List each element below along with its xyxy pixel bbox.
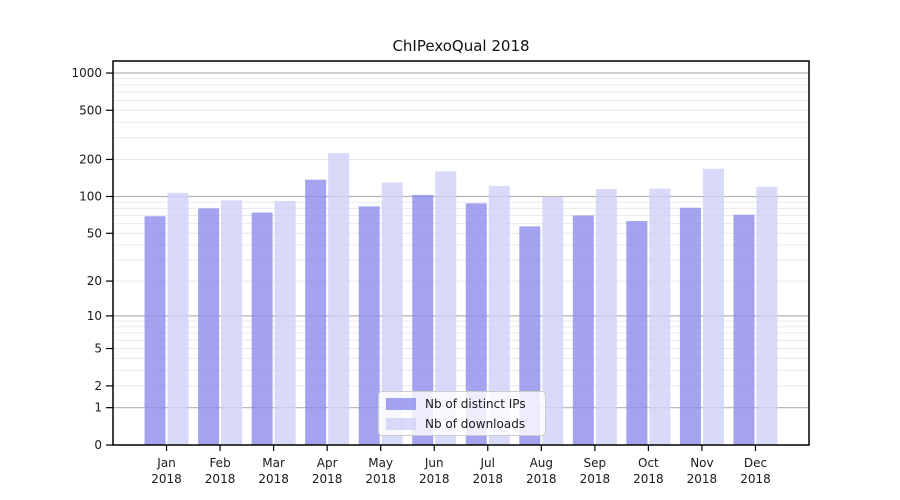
x-tick-label-month: Sep: [584, 456, 607, 470]
y-tick-label: 200: [79, 152, 102, 166]
legend-item-distinct-ips: Nb of distinct IPs: [386, 394, 545, 414]
x-tick-label-year: 2018: [580, 472, 611, 486]
legend-swatch-downloads: [386, 417, 416, 430]
y-tick-label: 5: [94, 342, 102, 356]
y-tick-label: 1000: [71, 66, 102, 80]
x-tick-label-month: Apr: [317, 456, 338, 470]
x-tick-label-month: Nov: [690, 456, 713, 470]
y-tick-label: 20: [87, 274, 102, 288]
x-tick-label-month: Jul: [480, 456, 495, 470]
bar-downloads-apr: [328, 153, 350, 445]
bar-downloads-sep: [595, 189, 617, 445]
bar-distinct-ips-jul: [465, 203, 487, 445]
y-tick-label: 2: [94, 379, 102, 393]
bar-downloads-nov: [702, 168, 724, 445]
bar-distinct-ips-jan: [144, 216, 166, 445]
y-tick-label: 500: [79, 103, 102, 117]
legend-swatch-distinct-ips: [386, 397, 416, 410]
x-tick-label-year: 2018: [258, 472, 289, 486]
x-tick-label-month: Dec: [744, 456, 767, 470]
bar-downloads-jan: [167, 192, 189, 445]
x-tick-label-year: 2018: [365, 472, 396, 486]
y-tick-label: 100: [79, 190, 102, 204]
bar-distinct-ips-aug: [519, 226, 541, 445]
legend-item-downloads: Nb of downloads: [386, 414, 545, 434]
bar-distinct-ips-nov: [679, 207, 701, 445]
x-tick-label-year: 2018: [740, 472, 771, 486]
bar-downloads-mar: [274, 200, 296, 445]
y-tick-label: 1: [94, 401, 102, 415]
x-tick-label-year: 2018: [312, 472, 343, 486]
x-tick-label-year: 2018: [419, 472, 450, 486]
bar-downloads-jul: [488, 185, 510, 445]
bar-distinct-ips-oct: [626, 221, 648, 445]
legend: Nb of distinct IPs Nb of downloads: [378, 391, 546, 436]
x-tick-label-year: 2018: [472, 472, 503, 486]
x-tick-label-month: Aug: [530, 456, 553, 470]
x-tick-label-month: Feb: [209, 456, 230, 470]
x-tick-label-month: May: [368, 456, 393, 470]
x-tick-label-year: 2018: [151, 472, 182, 486]
plot-border: [112, 60, 810, 446]
x-tick-label-year: 2018: [633, 472, 664, 486]
legend-label-downloads: Nb of downloads: [425, 416, 526, 431]
chart-title: ChIPexoQual 2018: [392, 37, 530, 55]
bar-distinct-ips-jun: [412, 194, 434, 445]
y-tick-label: 0: [94, 438, 102, 452]
bar-downloads-feb: [221, 200, 243, 445]
x-tick-label-year: 2018: [687, 472, 718, 486]
bar-distinct-ips-dec: [733, 214, 755, 445]
legend-label-distinct-ips: Nb of distinct IPs: [425, 396, 526, 411]
bar-distinct-ips-mar: [251, 212, 273, 445]
bar-downloads-oct: [649, 188, 671, 445]
bar-distinct-ips-apr: [305, 179, 327, 445]
bar-distinct-ips-sep: [572, 215, 594, 445]
bar-distinct-ips-feb: [198, 208, 220, 445]
bar-distinct-ips-may: [358, 206, 380, 445]
bar-downloads-dec: [756, 186, 778, 445]
x-tick-label-month: Mar: [262, 456, 285, 470]
bar-downloads-aug: [542, 197, 564, 445]
y-tick-label: 10: [87, 309, 102, 323]
x-tick-label-year: 2018: [526, 472, 557, 486]
bar-downloads-may: [381, 182, 403, 445]
x-tick-label-month: Jun: [424, 456, 444, 470]
bar-downloads-jun: [435, 171, 457, 445]
x-tick-label-month: Oct: [638, 456, 659, 470]
y-tick-label: 50: [87, 226, 102, 240]
x-tick-label-year: 2018: [205, 472, 236, 486]
x-tick-label-month: Jan: [156, 456, 176, 470]
